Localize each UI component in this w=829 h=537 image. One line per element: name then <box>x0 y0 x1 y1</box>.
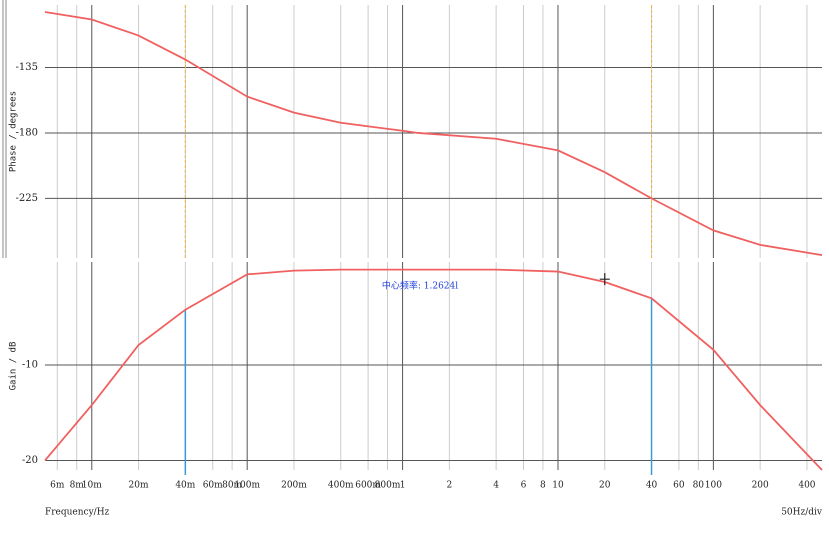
x-tick-label: 10 <box>552 481 564 491</box>
x-axis-label: Frequency/Hz <box>45 508 110 518</box>
x-tick-label: 400 <box>798 481 815 491</box>
x-tick-label: 400m <box>328 481 354 491</box>
x-tick-label: 40 <box>646 481 658 491</box>
x-tick-label: 40m <box>175 481 195 491</box>
y-axis-label: Phase / degrees <box>9 91 19 172</box>
x-tick-label: 6m <box>50 481 65 491</box>
x-tick-label: 8 <box>540 481 546 491</box>
x-tick-label: 20m <box>129 481 149 491</box>
x-tick-label: 8m <box>70 481 85 491</box>
annotation: 中心频率: 1.2624l <box>382 280 458 292</box>
x-tick-label: 60m <box>203 481 223 491</box>
y-tick-label: -225 <box>16 193 38 204</box>
x-tick-label: 80m <box>222 481 242 491</box>
x-tick-label: 1 <box>400 481 406 491</box>
x-tick-label: 20 <box>599 481 611 491</box>
x-tick-label: 200m <box>281 481 307 491</box>
x-tick-label: 100 <box>705 481 722 491</box>
x-tick-label: 100m <box>234 481 260 491</box>
y-tick-label: -10 <box>22 360 38 371</box>
curve <box>44 268 823 471</box>
x-tick-label: 10m <box>82 481 102 491</box>
x-tick-label: 60 <box>673 481 685 491</box>
x-tick-label: 6 <box>521 481 527 491</box>
y-tick-label: -135 <box>16 62 38 73</box>
scale-note: 50Hz/div <box>781 508 823 518</box>
x-tick-label: 800m <box>375 481 401 491</box>
cursor-point <box>599 273 610 286</box>
x-tick-label: 600m <box>355 481 381 491</box>
curve <box>44 11 823 256</box>
y-axis-label: Gain / dB <box>9 342 19 391</box>
y-tick-label: -20 <box>22 455 38 466</box>
x-tick-label: 2 <box>446 481 452 491</box>
x-tick-label: 4 <box>493 481 499 491</box>
y-tick-label: -180 <box>16 127 38 138</box>
x-tick-label: 80 <box>693 481 705 491</box>
x-tick-label: 200 <box>752 481 769 491</box>
